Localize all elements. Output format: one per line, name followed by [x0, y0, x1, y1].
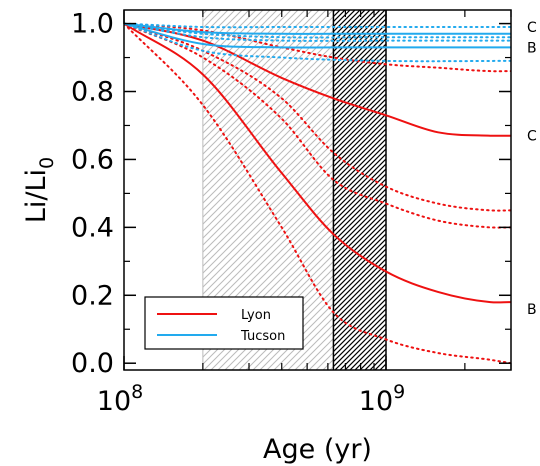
tucson-dotted-curve-8 — [124, 22, 511, 29]
tucson-dotted-curve-10 — [124, 22, 511, 42]
tucson-solid-curve-7 — [124, 22, 511, 49]
lyon-dotted-curve-2 — [124, 22, 511, 73]
y-tick-label: 0.2 — [71, 280, 114, 311]
axis-ticks — [123, 10, 512, 370]
lyon-dotted-curve-4 — [124, 22, 511, 229]
y-tick-label: 0.4 — [71, 212, 114, 243]
plot-axes — [123, 9, 512, 371]
legend: Lyon Tucson — [144, 296, 304, 350]
x-tick-label: 109 — [359, 381, 405, 417]
tucson-dotted-curve-9 — [124, 22, 511, 39]
side-label-B: B — [527, 40, 537, 56]
y-tick-label: 1.0 — [71, 9, 114, 40]
model-curves — [124, 22, 511, 365]
y-tick-label: 0.8 — [71, 77, 114, 108]
x-axis-title: Age (yr) — [263, 434, 372, 465]
plot-frame — [123, 9, 512, 371]
legend-box — [144, 296, 304, 350]
tucson-solid-curve-6 — [124, 22, 511, 35]
legend-label-lyon: Lyon — [241, 308, 271, 323]
x-tick-label: 108 — [97, 381, 143, 417]
y-tick-label: 0.6 — [71, 144, 114, 175]
y-tick-label: 0.0 — [71, 348, 114, 379]
lyon-solid-curve-1 — [124, 22, 511, 304]
side-label-C: C — [527, 129, 537, 145]
side-label-B: B — [527, 302, 537, 318]
y-axis-title: Li/Li0 — [21, 157, 58, 223]
tucson-dotted-curve-11 — [124, 22, 511, 63]
legend-label-tucson: Tucson — [240, 329, 285, 344]
lyon-solid-curve-0 — [124, 22, 511, 137]
lyon-dotted-curve-5 — [124, 22, 511, 365]
axis-labels: 0.0 0.2 0.4 0.6 0.8 1.0 108 109 Age (yr) Li/Li0 — [21, 9, 405, 465]
dark-hatch-region — [333, 10, 386, 370]
side-label-C: C — [527, 20, 537, 36]
